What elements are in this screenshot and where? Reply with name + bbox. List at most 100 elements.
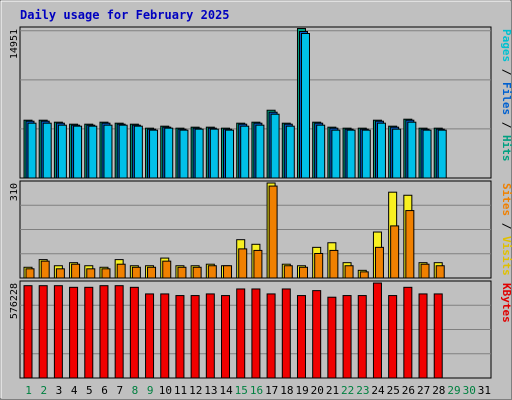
bar-visits-sites-day-10 [162, 260, 172, 279]
chart-panels: 14951 Pages / Files / Hits 310 Sites / Visi… [9, 26, 512, 379]
bar-visits-sites-day-22 [344, 265, 354, 279]
bar-kbytes-day-28 [433, 293, 443, 379]
panel-max-label: 310 [9, 183, 20, 201]
x-tick-label-6: 6 [101, 384, 108, 397]
bar-visits-sites-day-19 [298, 266, 308, 279]
x-tick-label-7: 7 [116, 384, 123, 397]
x-tick-label-5: 5 [86, 384, 93, 397]
bar-pages-files-hits-day-27 [422, 129, 432, 179]
bar-kbytes-day-8 [129, 286, 139, 379]
bar-kbytes-day-11 [175, 295, 185, 379]
bar-pages-files-hits-day-24 [376, 122, 386, 179]
bar-pages-files-hits-day-28 [437, 129, 447, 179]
bar-pages-files-hits-day-11 [179, 129, 189, 179]
x-tick-label-14: 14 [219, 384, 233, 397]
legend-part: Hits [500, 135, 512, 162]
bar-pages-files-hits-day-18 [285, 125, 295, 179]
bar-visits-sites-day-17 [268, 185, 278, 279]
bar-visits-sites-day-7 [116, 263, 126, 279]
bar-visits-sites-day-20 [314, 252, 324, 279]
bar-visits-sites-day-24 [374, 246, 384, 279]
bar-visits-sites-day-26 [405, 210, 415, 279]
x-tick-label-22: 22 [341, 384, 354, 397]
bar-pages-files-hits-day-2 [42, 122, 52, 179]
bar-visits-sites-day-21 [329, 249, 339, 279]
x-tick-label-8: 8 [132, 384, 139, 397]
bar-pages-files-hits-day-3 [57, 124, 67, 179]
bar-kbytes-day-27 [418, 293, 428, 379]
bar-visits-sites-day-28 [435, 265, 445, 279]
bar-visits-sites-day-2 [40, 260, 50, 279]
bar-visits-sites-day-9 [147, 266, 157, 279]
panel-legend-label: KBytes [500, 283, 512, 323]
bar-kbytes-day-25 [388, 295, 398, 379]
x-tick-label-29: 29 [447, 384, 460, 397]
bar-pages-files-hits-day-25 [392, 128, 402, 179]
bar-kbytes-day-20 [312, 290, 322, 379]
panel-pages-files-hits: 14951 Pages / Files / Hits [9, 26, 512, 179]
x-tick-label-23: 23 [356, 384, 369, 397]
bar-kbytes-day-14 [221, 295, 231, 379]
legend-part: / [500, 62, 512, 82]
x-axis-labels: 1 2 3 4 5 6 7 8 9 10 11 12 13 14 15 16 17 18 19 20 21 22 23 24 2… [25, 384, 491, 397]
bar-visits-sites-day-18 [283, 265, 293, 279]
x-tick-label-12: 12 [189, 384, 202, 397]
bar-pages-files-hits-day-13 [209, 128, 219, 179]
x-tick-label-10: 10 [159, 384, 172, 397]
bar-pages-files-hits-day-16 [255, 124, 265, 179]
panel-max-label: 14951 [9, 29, 20, 59]
bar-kbytes-day-12 [190, 295, 200, 379]
legend-part: KBytes [500, 283, 512, 323]
bar-kbytes-day-13 [205, 293, 215, 379]
x-tick-label-16: 16 [250, 384, 263, 397]
bar-pages-files-hits-day-8 [133, 125, 143, 179]
bar-pages-files-hits-day-12 [194, 128, 204, 179]
bar-pages-files-hits-day-1 [27, 122, 37, 179]
legend-part: Pages [500, 29, 512, 62]
bar-pages-files-hits-day-20 [316, 124, 326, 179]
bar-visits-sites-day-16 [253, 249, 263, 279]
bar-pages-files-hits-day-14 [225, 129, 235, 179]
bar-visits-sites-day-3 [55, 268, 65, 279]
panel-max-label: 576228 [9, 283, 20, 319]
bar-kbytes-day-26 [403, 286, 413, 379]
bar-kbytes-day-6 [99, 285, 109, 379]
bar-pages-files-hits-day-19 [300, 32, 310, 179]
bar-visits-sites-day-12 [192, 266, 202, 279]
bar-kbytes-day-19 [296, 295, 306, 379]
x-tick-label-3: 3 [56, 384, 63, 397]
bar-kbytes-day-17 [266, 293, 276, 379]
legend-part: Sites [500, 183, 512, 216]
bar-visits-sites-day-6 [101, 268, 111, 279]
bar-kbytes-day-1 [23, 285, 33, 379]
bar-kbytes-day-22 [342, 295, 352, 379]
x-tick-label-2: 2 [40, 384, 47, 397]
legend-part: Visits [500, 236, 512, 276]
legend-part: / [500, 115, 512, 135]
bar-pages-files-hits-day-4 [73, 125, 83, 179]
x-tick-label-4: 4 [71, 384, 78, 397]
x-tick-label-20: 20 [311, 384, 324, 397]
bar-pages-files-hits-day-17 [270, 113, 280, 179]
x-tick-label-27: 27 [417, 384, 430, 397]
bar-pages-files-hits-day-22 [346, 129, 356, 179]
bar-kbytes-day-4 [69, 286, 79, 379]
bar-pages-files-hits-day-15 [240, 125, 250, 179]
x-tick-label-24: 24 [371, 384, 385, 397]
bar-visits-sites-day-1 [25, 268, 35, 279]
bar-pages-files-hits-day-23 [361, 129, 371, 179]
x-tick-label-18: 18 [280, 384, 293, 397]
bar-pages-files-hits-day-10 [164, 127, 174, 179]
x-tick-label-28: 28 [432, 384, 445, 397]
bar-kbytes-day-21 [327, 296, 337, 379]
bar-visits-sites-day-14 [223, 265, 233, 279]
bar-visits-sites-day-15 [238, 248, 248, 279]
chart-title: Daily usage for February 2025 [20, 8, 230, 22]
x-tick-label-9: 9 [147, 384, 154, 397]
bar-visits-sites-day-23 [359, 271, 369, 279]
x-tick-label-30: 30 [463, 384, 476, 397]
x-tick-label-1: 1 [25, 384, 32, 397]
bar-kbytes-day-23 [357, 295, 367, 379]
x-tick-label-25: 25 [387, 384, 400, 397]
